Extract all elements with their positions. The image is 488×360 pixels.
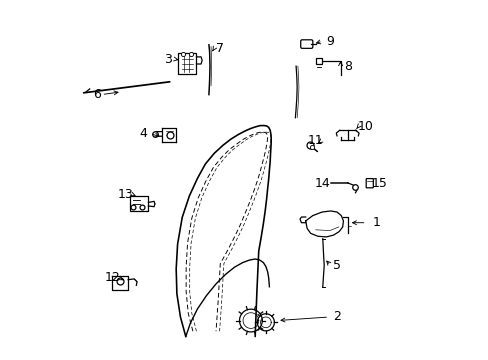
Text: 1: 1 bbox=[371, 216, 379, 229]
Text: 9: 9 bbox=[325, 35, 333, 48]
Text: 6: 6 bbox=[93, 88, 101, 101]
Text: 2: 2 bbox=[332, 310, 340, 324]
Text: 12: 12 bbox=[105, 271, 121, 284]
Text: 5: 5 bbox=[332, 259, 340, 272]
Text: 15: 15 bbox=[371, 177, 387, 190]
Text: 7: 7 bbox=[215, 42, 223, 55]
Text: 3: 3 bbox=[163, 53, 172, 66]
FancyBboxPatch shape bbox=[300, 40, 312, 48]
Text: 14: 14 bbox=[314, 177, 330, 190]
FancyBboxPatch shape bbox=[366, 179, 372, 188]
Text: 10: 10 bbox=[357, 120, 373, 133]
Text: 13: 13 bbox=[117, 188, 133, 201]
Text: 11: 11 bbox=[307, 134, 323, 147]
Text: 8: 8 bbox=[343, 60, 351, 73]
Text: 4: 4 bbox=[139, 127, 147, 140]
FancyBboxPatch shape bbox=[178, 53, 196, 74]
